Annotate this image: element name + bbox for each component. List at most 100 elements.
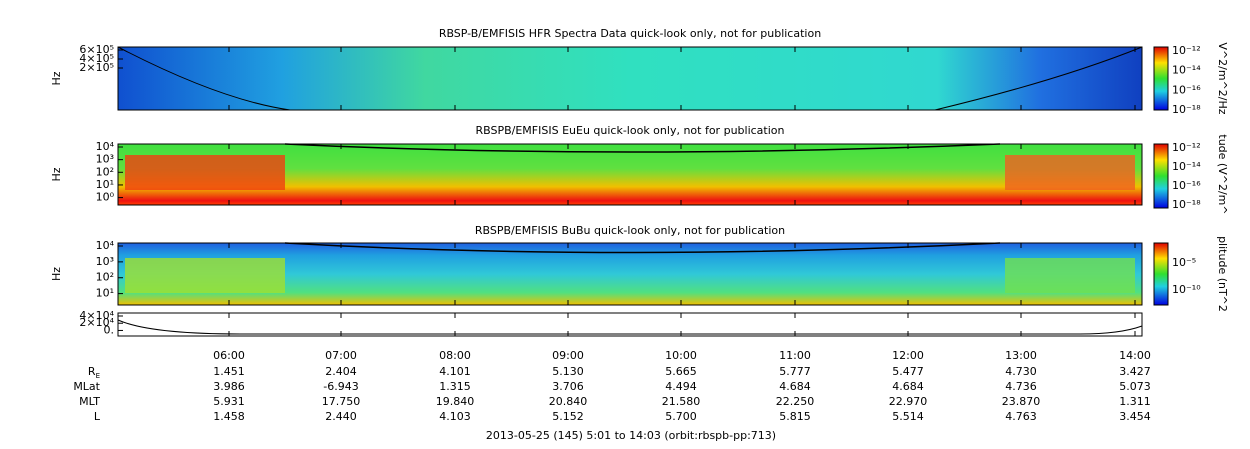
y-axis-label: Hz (50, 71, 63, 85)
ephemeris-value: 22.970 (889, 395, 928, 408)
frame (117, 242, 1143, 306)
row-label: MLat (73, 380, 100, 393)
spectrogram (118, 144, 1142, 205)
frame (117, 143, 1143, 206)
colorbar-tick-label: 10⁻¹⁸ (1172, 198, 1201, 211)
panel-title: RBSPB/EMFISIS BuBu quick-look only, not … (475, 224, 785, 237)
spectrogram-feature (125, 258, 285, 293)
ephemeris-value: 21.580 (662, 395, 701, 408)
x-tick-label: 09:00 (552, 349, 584, 362)
panel-title: RBSPB/EMFISIS EuEu quick-look only, not … (475, 124, 784, 137)
ephemeris-value: 17.750 (322, 395, 361, 408)
ephemeris-value: 2.404 (325, 365, 357, 378)
ephemeris-value: 23.870 (1002, 395, 1041, 408)
x-tick-label: 12:00 (892, 349, 924, 362)
line (117, 319, 1143, 335)
y-tick-label: 10⁴ (96, 140, 115, 153)
y-tick-label: 10⁴ (96, 239, 115, 252)
y-tick-label: 4×10⁵ (79, 52, 114, 65)
y-tick-label: 6×10⁵ (79, 43, 114, 56)
colorbar-label: tude (V^2/m^ (1216, 134, 1229, 214)
y-tick-label: 4×10⁴ (79, 309, 114, 322)
y-axis-label: Hz (50, 167, 63, 181)
colorbar-tick-label: 10⁻⁵ (1172, 256, 1196, 269)
ephemeris-value: 1.315 (439, 380, 471, 393)
x-tick-label: 14:00 (1119, 349, 1151, 362)
row-label-text: MLT (79, 395, 100, 408)
frame (117, 46, 1143, 111)
footer: 2013-05-25 (145) 5:01 to 14:03 (orbit:rb… (486, 429, 776, 442)
spectrogram-feature (1005, 258, 1135, 293)
x-tick-label: 07:00 (325, 349, 357, 362)
y-tick-label: 10³ (96, 153, 114, 166)
x-tick-label: 10:00 (665, 349, 697, 362)
colorbar-tick-label: 10⁻¹⁰ (1172, 283, 1201, 296)
y-tick-label: 10⁰ (96, 191, 115, 204)
ephemeris-value: 4.730 (1005, 365, 1037, 378)
x-tick-label: 13:00 (1005, 349, 1037, 362)
ephemeris-value: 2.440 (325, 410, 357, 423)
ephemeris-value: 5.152 (552, 410, 584, 423)
ephemeris-value: 5.931 (213, 395, 245, 408)
colorbar-tick-label: 10⁻¹² (1172, 44, 1201, 57)
y-tick-label: 0. (104, 323, 115, 336)
colorbar-tick-label: 10⁻¹⁴ (1172, 160, 1201, 173)
colorbar-label: plitude (nT^2 (1216, 236, 1229, 312)
ephemeris-value: 5.514 (892, 410, 924, 423)
row-label-text: R (88, 365, 96, 378)
ephemeris-value: 1.451 (213, 365, 245, 378)
curve (117, 46, 1143, 111)
y-tick-label: 10² (96, 271, 114, 284)
y-tick-label: 2×10⁴ (79, 316, 114, 329)
row-label: RE (88, 365, 100, 380)
spectrogram-feature (1005, 155, 1135, 190)
ephemeris-value: 4.684 (779, 380, 811, 393)
colorbar (1153, 46, 1169, 111)
ephemeris-value: -6.943 (323, 380, 358, 393)
ephemeris-value: 5.073 (1119, 380, 1151, 393)
spectrogram-feature (125, 155, 285, 190)
curve (284, 143, 1001, 254)
y-tick-label: 10¹ (96, 178, 114, 191)
row-label: MLT (79, 395, 100, 408)
colorbar-tick-label: 10⁻¹⁶ (1172, 179, 1201, 192)
ephemeris-value: 1.458 (213, 410, 245, 423)
colorbar-label: V^2/m^2/Hz (1216, 42, 1229, 114)
row-label: L (94, 410, 101, 423)
spectrogram (118, 243, 1142, 305)
ephemeris-value: 4.101 (439, 365, 471, 378)
ephemeris-value: 3.706 (552, 380, 584, 393)
x-tick-label: 08:00 (439, 349, 471, 362)
ephemeris-value: 5.777 (779, 365, 811, 378)
ephemeris-value: 4.763 (1005, 410, 1037, 423)
row-label-text: L (94, 410, 101, 423)
x-tick-label: 11:00 (779, 349, 811, 362)
colorbar (1153, 242, 1169, 306)
ephemeris-value: 22.250 (776, 395, 815, 408)
ephemeris-value: 5.130 (552, 365, 584, 378)
ephemeris-value: 19.840 (436, 395, 475, 408)
row-label-sub: E (96, 372, 100, 380)
colorbar-tick-label: 10⁻¹⁶ (1172, 83, 1201, 96)
ephemeris-value: 1.311 (1119, 395, 1151, 408)
ephemeris-value: 4.684 (892, 380, 924, 393)
y-tick-label: 10³ (96, 255, 114, 268)
ephemeris-value: 3.454 (1119, 410, 1151, 423)
panel-title: RBSP-B/EMFISIS HFR Spectra Data quick-lo… (439, 27, 821, 40)
y-tick-label: 2×10⁵ (79, 61, 114, 74)
ephemeris-value: 3.427 (1119, 365, 1151, 378)
colorbar-tick-label: 10⁻¹⁸ (1172, 103, 1201, 116)
ephemeris-value: 20.840 (549, 395, 588, 408)
ephemeris-value: 3.986 (213, 380, 245, 393)
x-tick-label: 06:00 (213, 349, 245, 362)
y-tick-label: 10¹ (96, 287, 114, 300)
ephemeris-value: 5.700 (665, 410, 697, 423)
row-label-text: MLat (73, 380, 100, 393)
colorbar (1153, 143, 1169, 209)
ephemeris-value: 4.494 (665, 380, 697, 393)
ephemeris-value: 5.815 (779, 410, 811, 423)
colorbar-tick-label: 10⁻¹⁴ (1172, 64, 1201, 77)
y-tick-label: 10² (96, 165, 114, 178)
line-panel (117, 312, 1143, 337)
